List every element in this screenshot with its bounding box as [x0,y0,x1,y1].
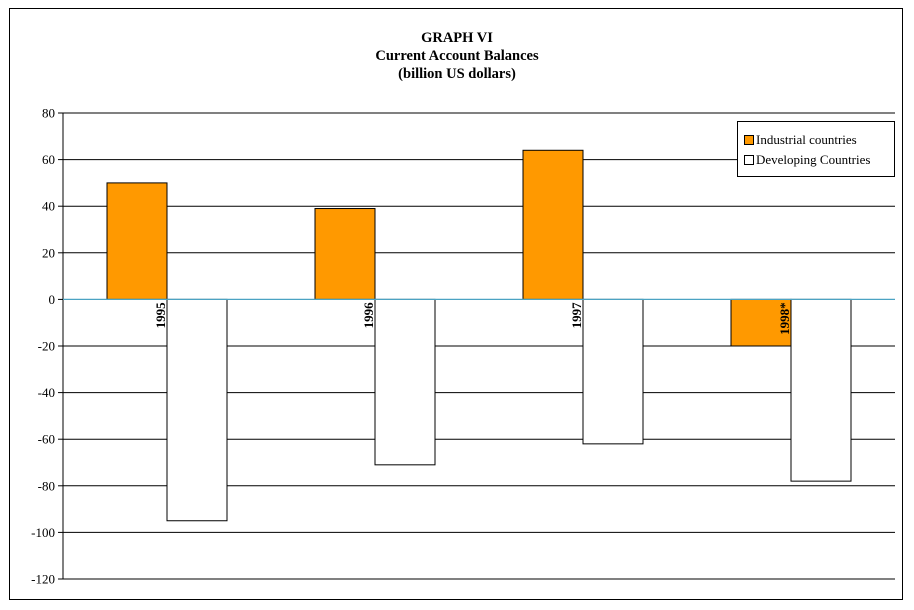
y-tick-label: -40 [38,385,55,400]
chart-frame: GRAPH VI Current Account Balances (billi… [9,8,903,600]
axes [58,112,895,580]
y-tick-label: 0 [49,292,56,307]
chart-plot: 80 60 40 20 0 -20 -40 -60 -80 -100 -120 1995 1996 199… [31,106,895,587]
bar-developing [582,298,644,445]
legend: Industrial countries Developing Countrie… [737,121,895,177]
bars [106,149,852,522]
y-tick-label: 20 [42,245,55,260]
bar-industrial [522,149,584,300]
y-tick-label: -100 [31,525,55,540]
y-tick-label: -20 [38,339,55,354]
y-tick-label: 40 [42,199,55,214]
bar-developing [790,298,852,482]
y-tick-label: -60 [38,432,55,447]
category-label: 1998* [777,302,792,335]
legend-swatch-developing [744,155,754,165]
category-label: 1997 [569,302,584,329]
legend-item-industrial: Industrial countries [744,132,857,148]
y-tick-label: 80 [42,106,55,121]
y-tick-label: -120 [31,572,55,587]
labels: 80 60 40 20 0 -20 -40 -60 -80 -100 -120 1995 1996 199… [31,106,792,587]
legend-swatch-industrial [744,135,754,145]
bar-industrial [106,182,168,300]
category-label: 1995 [153,302,168,329]
category-label: 1996 [361,302,376,329]
y-tick-label: -80 [38,478,55,493]
title-line-3: (billion US dollars) [398,66,516,82]
bar-developing [374,298,436,466]
legend-item-developing: Developing Countries [744,152,870,168]
chart-title: GRAPH VI Current Account Balances (billi… [10,29,904,83]
legend-label-developing: Developing Countries [756,152,871,167]
bar-industrial [314,208,376,300]
bar-developing [166,298,228,522]
title-line-1: GRAPH VI [421,30,493,46]
legend-label-industrial: Industrial countries [756,132,857,147]
y-tick-label: 60 [42,152,55,167]
title-line-2: Current Account Balances [375,48,539,64]
